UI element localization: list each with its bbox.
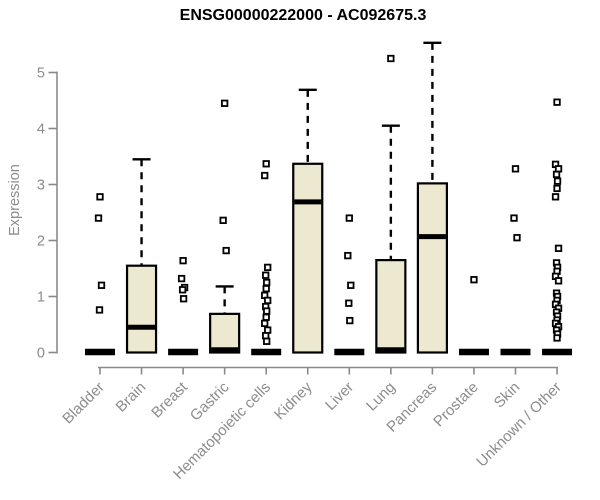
outlier-point [97,281,106,289]
outlier-point [470,276,478,284]
box-group-pancreas [416,41,448,354]
outlier-point [222,246,230,255]
outlier-point [510,214,518,222]
x-tick-label: Liver [322,379,357,414]
outlier-point [347,281,355,289]
outlier-point [96,193,104,201]
outlier-point [262,160,270,168]
outlier-point [261,171,269,180]
collapsed-box [334,348,365,356]
box-group-liver [334,214,365,356]
outlier-point [344,251,352,260]
x-tick-label: Breast [148,378,191,421]
outlier-point [178,286,187,294]
collapsed-box [168,348,199,356]
y-tick-label: 4 [37,122,45,138]
outlier-point [179,257,187,265]
outlier-point [513,234,521,242]
outlier-point [220,99,229,107]
outlier-point [261,319,269,328]
iqr-box [125,264,158,354]
collapsed-box [85,348,115,356]
x-tick-label: Prostate [430,379,482,431]
x-tick-label: Skin [491,379,524,412]
outlier-point [262,313,270,321]
outlier-point [264,263,272,272]
outlier-point [262,332,270,340]
box-group-hematopoietic-cells [251,160,282,356]
collapsed-box [500,348,531,356]
outlier-point [263,278,271,287]
outlier-point [179,295,188,303]
outlier-point [345,299,353,307]
box-group-lung [375,54,407,354]
outlier-point [552,170,561,179]
box-group-skin [500,165,531,356]
box-group-kidney [292,88,324,354]
box-group-brain [125,158,158,354]
outlier-point [219,216,227,224]
outlier-point [387,54,395,63]
y-tick-label: 3 [37,178,45,194]
outlier-point [554,165,563,173]
collapsed-box [542,348,573,356]
outlier-point [553,98,561,106]
y-axis: 0 1 2 3 4 5 Expression [7,66,58,362]
y-tick-label: 5 [37,66,45,82]
collapsed-box [458,348,489,356]
box-group-gastric [209,99,241,354]
outlier-point [551,193,560,201]
outlier-point [262,271,270,279]
chart-title: ENSG00000222000 - AC092675.3 [179,7,427,24]
outlier-point [94,214,103,222]
outlier-point [177,274,186,283]
outlier-point [264,326,272,334]
x-tick-label: Brain [113,379,150,416]
outlier-point [553,177,562,185]
box-group-prostate [458,276,489,356]
outlier-point [554,244,563,252]
iqr-box [375,259,407,354]
outlier-point [345,214,353,222]
x-tick-label: Kidney [271,378,316,423]
collapsed-box [251,348,282,356]
outlier-point [262,285,270,293]
outlier-point [263,307,271,315]
outlier-point [264,296,272,305]
iqr-box [416,182,448,354]
outlier-point [553,334,561,342]
box-group-breast [168,257,199,356]
y-tick-label: 2 [37,234,45,250]
box-group-unknown-other [542,98,573,356]
iqr-box [292,162,324,354]
y-axis-title: Expression [7,164,23,236]
outlier-point [553,184,561,193]
y-tick-label: 1 [37,290,45,306]
outlier-point [554,277,563,285]
y-tick-label: 0 [37,346,45,362]
x-tick-label: Bladder [59,379,108,428]
box-group-bladder [85,193,115,356]
iqr-box [209,312,241,354]
outlier-point [511,165,520,173]
outlier-point [346,316,354,325]
outlier-point [263,337,271,345]
x-tick-label: Lung [363,379,399,415]
outlier-point [95,306,104,314]
